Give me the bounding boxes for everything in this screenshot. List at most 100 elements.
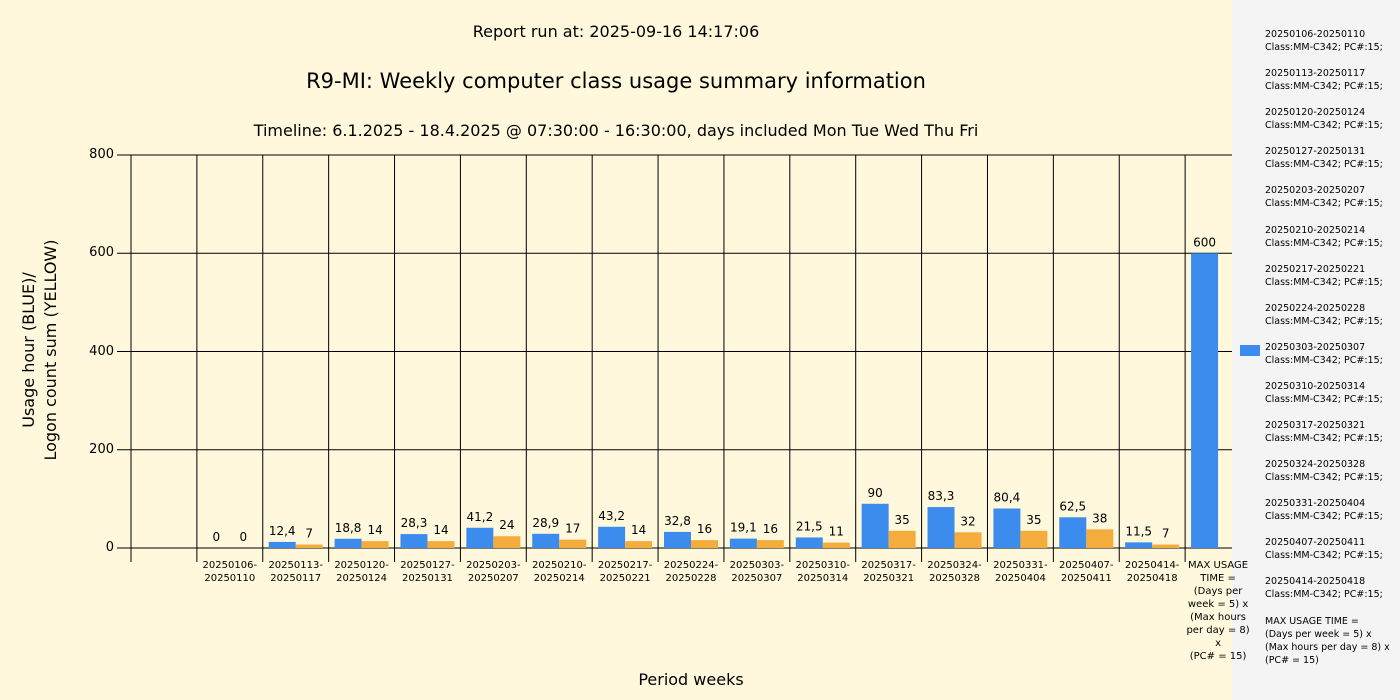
x-tick-label: 20250414- 20250418	[1124, 560, 1180, 584]
plot-area	[0, 0, 1232, 700]
bar-logon	[756, 540, 784, 548]
data-label: 11,5	[1125, 524, 1152, 538]
data-label: 0	[240, 530, 248, 544]
bar-logon	[822, 542, 850, 548]
x-tick-label: 20250203- 20250207	[466, 560, 521, 584]
bar-usage	[598, 526, 626, 548]
data-label: 41,2	[466, 510, 493, 524]
data-label: 600	[1193, 235, 1216, 249]
legend-item: 20250303-20250307 Class:MM-C342; PC#:15;	[1265, 341, 1383, 366]
data-label: 32	[960, 514, 975, 528]
bar-logon	[361, 541, 389, 548]
x-tick-label: 20250317- 20250321	[861, 560, 916, 584]
bar-logon	[1020, 530, 1048, 548]
data-label: 12,4	[269, 524, 296, 538]
x-tick-label: 20250113- 20250117	[268, 560, 323, 584]
legend-item: 20250113-20250117 Class:MM-C342; PC#:15;	[1265, 68, 1383, 93]
bar-logon	[427, 541, 455, 548]
data-label: 32,8	[664, 514, 691, 528]
bar-usage	[993, 508, 1021, 548]
data-label: 16	[697, 522, 712, 536]
bar-logon	[493, 536, 521, 548]
x-tick-label: 20250331- 20250404	[993, 560, 1048, 584]
bar-usage	[1191, 253, 1219, 548]
data-label: 43,2	[598, 509, 625, 523]
data-label: 28,9	[532, 516, 559, 530]
bar-usage	[400, 534, 428, 548]
bar-logon	[1086, 529, 1114, 548]
y-tick-label: 400	[89, 343, 114, 359]
data-label: 83,3	[928, 489, 955, 503]
legend-panel	[1232, 0, 1400, 700]
legend-item: 20250106-20250110 Class:MM-C342; PC#:15;	[1265, 29, 1383, 53]
x-tick-label: 20250106- 20250110	[202, 560, 258, 584]
bar-logon	[559, 539, 587, 548]
data-label: 18,8	[335, 521, 362, 535]
data-label: 14	[631, 523, 646, 537]
bar-logon	[1152, 544, 1180, 548]
data-label: 21,5	[796, 519, 823, 533]
x-tick-label: MAX USAGE TIME = (Days per week = 5) x (…	[1186, 560, 1250, 662]
bar-logon	[691, 540, 718, 548]
legend-item: 20250120-20250124 Class:MM-C342; PC#:15;	[1265, 107, 1383, 132]
data-label: 19,1	[730, 521, 757, 535]
data-label: 35	[1026, 513, 1041, 527]
data-label: 80,4	[994, 491, 1021, 505]
bar-usage	[268, 541, 296, 548]
bar-usage	[466, 527, 494, 548]
bar-usage	[729, 538, 757, 548]
y-tick-label: 200	[89, 441, 114, 457]
data-label: 38	[1092, 511, 1107, 525]
data-label: 7	[1162, 527, 1170, 541]
y-tick-label: 800	[89, 147, 114, 162]
report-run-timestamp: Report run at: 2025-09-16 14:17:06	[472, 22, 760, 41]
x-tick-label: 20250224- 20250228	[663, 560, 719, 584]
data-label: 90	[868, 486, 883, 500]
data-label: 62,5	[1059, 499, 1086, 513]
legend-item: 20250331-20250404 Class:MM-C342; PC#:15;	[1265, 498, 1383, 523]
bar-usage	[795, 537, 823, 548]
data-label: 7	[305, 527, 313, 541]
data-label: 24	[499, 518, 514, 532]
timeline-subtitle: Timeline: 6.1.2025 - 18.4.2025 @ 07:30:0…	[253, 121, 979, 140]
x-axis-label: Period weeks	[638, 670, 744, 689]
bar-logon	[625, 541, 653, 548]
data-label: 14	[433, 523, 448, 537]
y-tick-label: 0	[105, 540, 114, 555]
x-tick-label: 20250324- 20250328	[927, 560, 982, 584]
bar-usage	[861, 503, 889, 548]
y-tick-label: 600	[89, 245, 114, 261]
bar-logon	[954, 532, 982, 548]
legend-item: 20250317-20250321 Class:MM-C342; PC#:15;	[1265, 420, 1383, 444]
bar-logon	[888, 530, 916, 548]
bar-usage	[1125, 542, 1153, 548]
bar-chart: 0 0 12,4 7 18,8 14 28,3 14 41,2 24 28,9 17 43,2 14 32,…	[117, 154, 1232, 562]
x-tick-label: 20250303- 20250307	[729, 560, 785, 584]
x-tick-label: 20250120- 20250124	[334, 560, 389, 584]
x-tick-label: 20250407- 20250411	[1059, 560, 1114, 584]
legend-swatch	[1240, 344, 1260, 356]
legend-item: 20250324-20250328 Class:MM-C342; PC#:15;	[1265, 459, 1383, 484]
x-tick-label: 20250310- 20250314	[795, 560, 850, 584]
bar-usage	[927, 507, 955, 548]
legend-item: 20250414-20250418 Class:MM-C342; PC#:15;	[1265, 576, 1383, 601]
legend-item: 20250127-20250131 Class:MM-C342; PC#:15;	[1265, 146, 1383, 171]
legend-item: MAX USAGE TIME = (Days per week = 5) x (…	[1265, 615, 1390, 666]
legend-item: 20250407-20250411 Class:MM-C342; PC#:15;	[1265, 537, 1383, 562]
x-tick-label: 20250217- 20250221	[597, 560, 653, 584]
data-label: 17	[565, 522, 580, 536]
data-label: 11	[829, 525, 844, 539]
chart-title: R9-MI: Weekly computer class usage summa…	[306, 69, 926, 93]
legend-item: 20250310-20250314 Class:MM-C342; PC#:15;	[1265, 380, 1383, 405]
bar-logon	[295, 544, 323, 548]
data-label: 0	[213, 530, 221, 544]
legend-item: 20250210-20250214 Class:MM-C342; PC#:15;	[1265, 224, 1383, 249]
data-label: 28,3	[401, 516, 428, 530]
data-label: 16	[763, 522, 778, 536]
legend-item: 20250224-20250228 Class:MM-C342; PC#:15;	[1265, 302, 1383, 327]
bar-usage	[334, 538, 362, 548]
x-tick-label: 20250210- 20250214	[531, 560, 587, 584]
legend-item: 20250217-20250221 Class:MM-C342; PC#:15;	[1265, 263, 1383, 288]
x-tick-label: 20250127- 20250131	[400, 560, 455, 584]
bar-usage	[1059, 517, 1087, 548]
